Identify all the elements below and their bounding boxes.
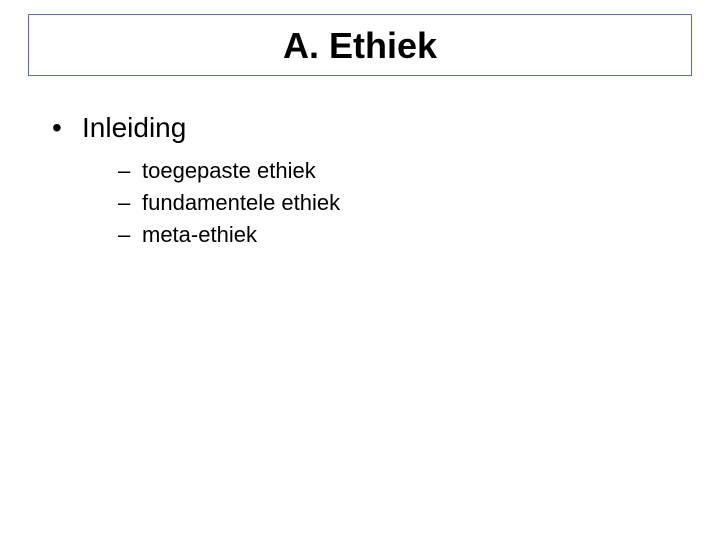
bullet-list-level1: Inleiding toegepaste ethiek fundamentele…: [28, 112, 692, 248]
slide-title: A. Ethiek: [45, 25, 675, 67]
list-item-label: meta-ethiek: [142, 222, 257, 247]
bullet-list-level2: toegepaste ethiek fundamentele ethiek me…: [82, 158, 692, 248]
list-item-label: fundamentele ethiek: [142, 190, 340, 215]
list-item: toegepaste ethiek: [118, 158, 692, 184]
slide: A. Ethiek Inleiding toegepaste ethiek fu…: [0, 0, 720, 540]
list-item-label: toegepaste ethiek: [142, 158, 316, 183]
list-item: Inleiding toegepaste ethiek fundamentele…: [52, 112, 692, 248]
list-item-label: Inleiding: [82, 112, 186, 143]
list-item: meta-ethiek: [118, 222, 692, 248]
title-box: A. Ethiek: [28, 14, 692, 76]
list-item: fundamentele ethiek: [118, 190, 692, 216]
